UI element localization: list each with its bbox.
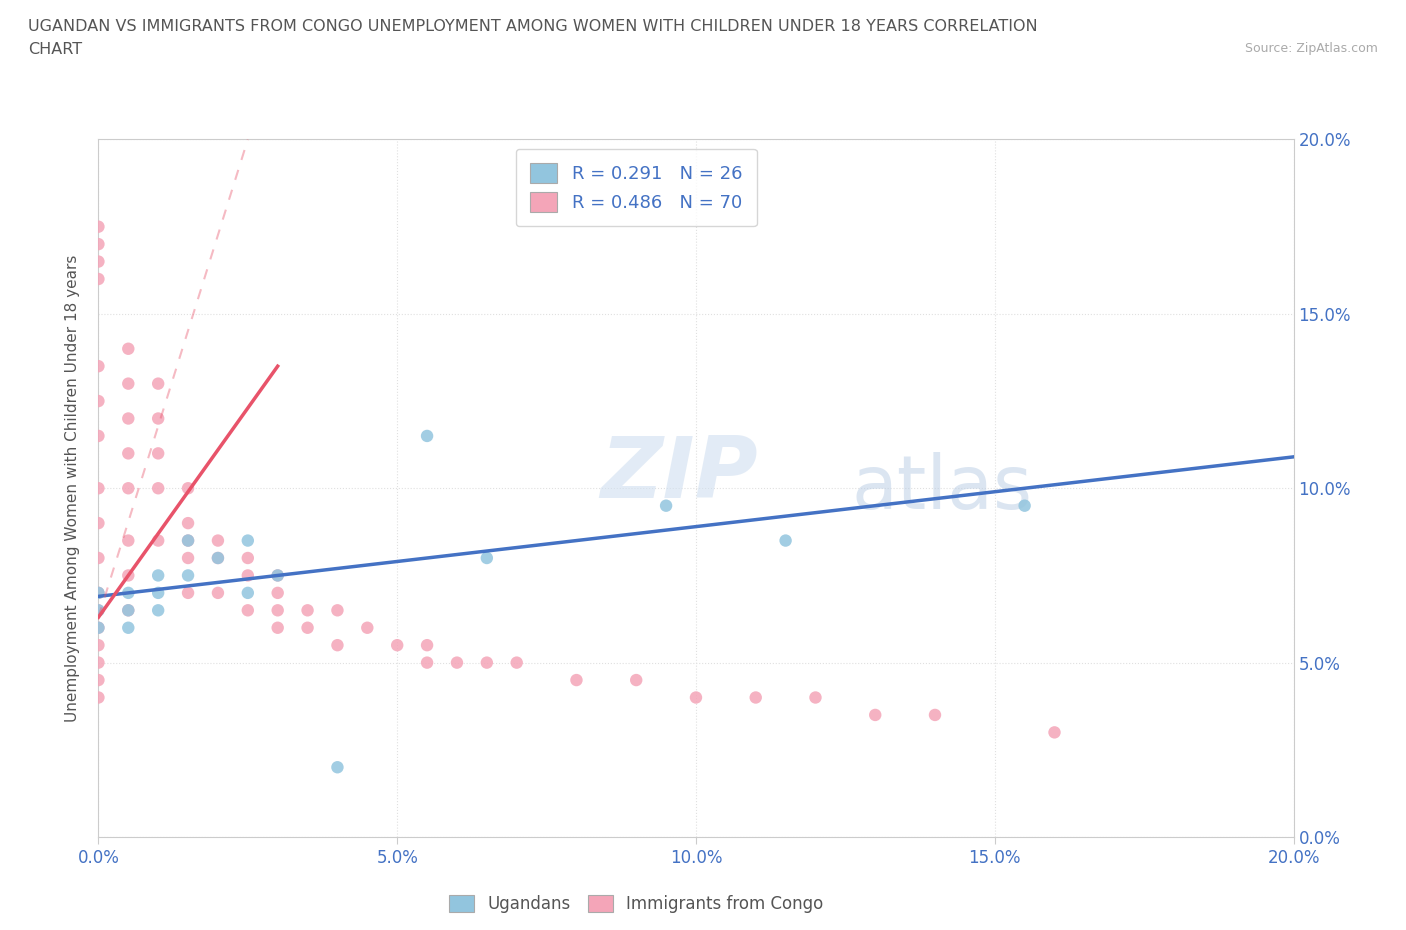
Text: Source: ZipAtlas.com: Source: ZipAtlas.com	[1244, 42, 1378, 55]
Point	[148, 533, 170, 548]
Point	[117, 603, 139, 618]
Point	[87, 586, 110, 601]
Text: UGANDAN VS IMMIGRANTS FROM CONGO UNEMPLOYMENT AMONG WOMEN WITH CHILDREN UNDER 18: UGANDAN VS IMMIGRANTS FROM CONGO UNEMPLO…	[28, 19, 1038, 33]
Point	[207, 551, 229, 565]
Point	[804, 690, 827, 705]
Point	[385, 638, 409, 653]
Point	[177, 551, 200, 565]
Point	[87, 672, 110, 687]
Point	[745, 690, 768, 705]
Point	[446, 656, 468, 671]
Point	[87, 393, 110, 408]
Point	[87, 429, 110, 444]
Point	[117, 533, 139, 548]
Point	[87, 254, 110, 269]
Point	[626, 672, 648, 687]
Point	[117, 377, 139, 392]
Point	[326, 638, 349, 653]
Point	[236, 551, 259, 565]
Point	[177, 568, 200, 583]
Legend: Ugandans, Immigrants from Congo: Ugandans, Immigrants from Congo	[443, 888, 830, 920]
Point	[87, 620, 110, 635]
Point	[87, 515, 110, 530]
Point	[865, 708, 887, 723]
Point	[1043, 725, 1066, 740]
Point	[1014, 498, 1036, 513]
Point	[87, 638, 110, 653]
Point	[267, 620, 290, 635]
Point	[177, 515, 200, 530]
Point	[148, 586, 170, 601]
Point	[177, 481, 200, 496]
Point	[326, 760, 349, 775]
Point	[87, 272, 110, 286]
Point	[207, 586, 229, 601]
Point	[565, 672, 588, 687]
Text: atlas: atlas	[852, 452, 1032, 525]
Point	[416, 656, 439, 671]
Point	[416, 638, 439, 653]
Point	[267, 603, 290, 618]
Point	[117, 568, 139, 583]
Point	[148, 603, 170, 618]
Point	[267, 568, 290, 583]
Point	[297, 603, 319, 618]
Point	[87, 481, 110, 496]
Y-axis label: Unemployment Among Women with Children Under 18 years: Unemployment Among Women with Children U…	[65, 255, 80, 722]
Point	[87, 237, 110, 252]
Point	[87, 359, 110, 374]
Point	[267, 586, 290, 601]
Point	[207, 551, 229, 565]
Point	[87, 586, 110, 601]
Point	[87, 603, 110, 618]
Text: ZIP: ZIP	[600, 432, 758, 516]
Point	[236, 603, 259, 618]
Point	[87, 603, 110, 618]
Point	[87, 551, 110, 565]
Point	[177, 533, 200, 548]
Point	[87, 690, 110, 705]
Point	[177, 586, 200, 601]
Point	[655, 498, 678, 513]
Point	[87, 656, 110, 671]
Point	[117, 341, 139, 356]
Point	[267, 568, 290, 583]
Point	[207, 533, 229, 548]
Point	[416, 429, 439, 444]
Point	[148, 481, 170, 496]
Point	[148, 377, 170, 392]
Point	[148, 568, 170, 583]
Point	[148, 411, 170, 426]
Point	[356, 620, 378, 635]
Point	[117, 411, 139, 426]
Point	[236, 533, 259, 548]
Point	[177, 533, 200, 548]
Point	[87, 219, 110, 234]
Point	[924, 708, 946, 723]
Point	[117, 481, 139, 496]
Point	[117, 603, 139, 618]
Point	[475, 551, 498, 565]
Point	[475, 656, 498, 671]
Text: CHART: CHART	[28, 42, 82, 57]
Point	[326, 603, 349, 618]
Point	[117, 446, 139, 461]
Point	[117, 620, 139, 635]
Point	[236, 586, 259, 601]
Point	[148, 446, 170, 461]
Point	[506, 656, 529, 671]
Point	[685, 690, 707, 705]
Point	[297, 620, 319, 635]
Point	[236, 568, 259, 583]
Point	[775, 533, 797, 548]
Point	[87, 620, 110, 635]
Point	[117, 586, 139, 601]
